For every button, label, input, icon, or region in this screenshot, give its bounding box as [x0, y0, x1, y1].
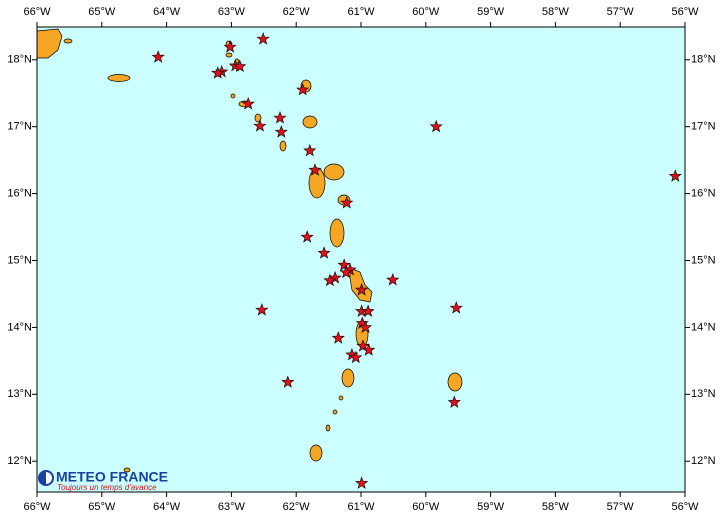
x-tick-label: 61°W: [347, 501, 375, 513]
event-marker: [361, 304, 375, 317]
event-marker: [308, 163, 322, 176]
event-marker: [274, 125, 288, 138]
event-marker: [356, 339, 370, 352]
logo-subtitle: Toujours un temps d'avance: [57, 483, 157, 492]
event-marker: [362, 343, 376, 356]
event-marker: [151, 50, 165, 63]
event-marker: [349, 350, 363, 364]
event-marker: [273, 111, 287, 124]
event-marker: [233, 59, 247, 72]
event-marker: [241, 97, 255, 110]
x-tick-label: 64°W: [153, 6, 181, 18]
x-tick-label: 58°W: [542, 501, 570, 513]
y-tick-label: 15°N: [7, 254, 32, 266]
x-tick-label: 64°W: [153, 501, 181, 513]
y-tick-label: 12°N: [7, 455, 32, 467]
x-tick-label: 60°W: [412, 6, 440, 18]
event-marker: [429, 119, 443, 133]
y-tick-label: 17°N: [7, 121, 32, 133]
event-marker: [449, 301, 463, 314]
logo-icon-half: [39, 471, 46, 485]
y-tick-label: 14°N: [7, 321, 32, 333]
event-marker: [211, 66, 225, 79]
sea: [37, 27, 685, 492]
event-marker: [317, 246, 331, 259]
x-tick-label: 57°W: [607, 6, 635, 18]
event-marker: [281, 375, 295, 388]
y-tick-label: 13°N: [691, 388, 716, 400]
x-tick-label: 57°W: [607, 501, 635, 513]
event-marker: [323, 273, 337, 287]
event-marker: [340, 196, 354, 209]
event-marker: [296, 83, 310, 96]
event-marker: [255, 303, 269, 316]
y-tick-label: 14°N: [691, 321, 716, 333]
y-tick-label: 18°N: [691, 54, 716, 66]
x-tick-label: 56°W: [671, 501, 699, 513]
event-marker: [358, 320, 373, 334]
y-tick-label: 17°N: [691, 121, 716, 133]
x-tick-label: 62°W: [283, 6, 311, 18]
y-tick-label: 15°N: [691, 254, 716, 266]
y-tick-label: 16°N: [691, 188, 716, 200]
event-marker: [355, 476, 369, 489]
event-marker: [303, 143, 317, 157]
x-tick-label: 66°W: [23, 501, 51, 513]
event-marker: [668, 169, 682, 182]
event-marker: [256, 32, 270, 45]
x-tick-label: 56°W: [671, 6, 699, 18]
event-marker: [355, 283, 369, 296]
x-tick-label: 62°W: [283, 501, 311, 513]
event-marker: [223, 40, 237, 53]
y-tick-label: 12°N: [691, 455, 716, 467]
event-marker: [253, 119, 267, 132]
event-marker: [337, 258, 351, 271]
x-tick-label: 65°W: [88, 501, 116, 513]
event-marker: [386, 273, 400, 286]
x-tick-label: 66°W: [23, 6, 51, 18]
event-marker: [328, 271, 342, 284]
event-marker: [331, 331, 345, 344]
logo: METEO FRANCE Toujours un temps d'avance: [38, 469, 168, 492]
y-tick-label: 16°N: [7, 188, 32, 200]
event-marker: [447, 395, 461, 408]
event-marker: [339, 265, 353, 279]
x-tick-label: 60°W: [412, 501, 440, 513]
x-tick-label: 58°W: [542, 6, 570, 18]
y-tick-label: 18°N: [7, 54, 32, 66]
event-marker: [300, 230, 314, 243]
x-tick-label: 59°W: [477, 501, 505, 513]
y-tick-label: 13°N: [7, 388, 32, 400]
x-tick-label: 65°W: [88, 6, 116, 18]
x-tick-label: 61°W: [347, 6, 375, 18]
logo-title: METEO FRANCE: [56, 469, 168, 485]
x-tick-label: 59°W: [477, 6, 505, 18]
x-tick-label: 63°W: [218, 6, 246, 18]
x-tick-label: 63°W: [218, 501, 246, 513]
